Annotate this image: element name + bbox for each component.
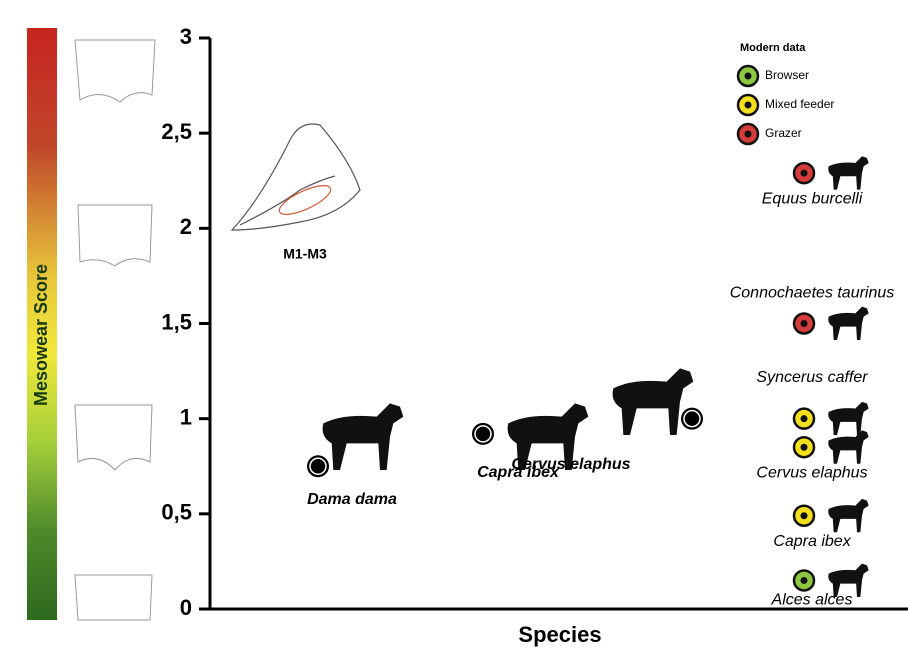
y-tick-label: 0,5 — [161, 500, 192, 525]
modern-point-center — [800, 415, 808, 423]
y-tick-label: 2,5 — [161, 119, 192, 144]
legend-marker-center — [744, 72, 752, 80]
y-tick-label: 3 — [180, 24, 192, 49]
legend-label: Browser — [765, 68, 809, 82]
silhouette — [828, 306, 869, 340]
score-bar — [27, 28, 57, 620]
legend-title: Modern data — [740, 42, 806, 54]
annotation: M1-M3 — [283, 246, 327, 262]
species-label: Cervus elaphus — [756, 464, 867, 481]
silhouette — [322, 403, 404, 470]
fossil-point-ring — [683, 409, 701, 428]
fossil-point-ring — [309, 457, 327, 475]
legend-label: Mixed feeder — [765, 97, 834, 111]
silhouette — [828, 498, 869, 533]
y-tick-label: 2 — [180, 214, 192, 239]
skull-sketch — [230, 123, 361, 231]
silhouette — [828, 156, 869, 190]
species-label: Dama dama — [307, 491, 397, 508]
y-tick-label: 0 — [180, 595, 192, 620]
modern-point-center — [800, 320, 808, 327]
legend-marker-center — [744, 130, 752, 138]
silhouette — [828, 430, 869, 464]
modern-point-center — [800, 443, 808, 451]
modern-point-center — [800, 576, 808, 584]
y-tick-label: 1 — [180, 404, 192, 429]
species-label: Cervus elaphus — [511, 456, 630, 473]
silhouette — [828, 401, 869, 436]
x-axis-label: Species — [518, 622, 601, 647]
y-axis-label: Mesowear Score — [31, 264, 51, 406]
modern-point-center — [800, 512, 808, 520]
legend-label: Grazer — [765, 126, 802, 140]
legend-marker-center — [744, 101, 752, 109]
fossil-point-ring — [474, 425, 492, 443]
species-label: Syncerus caffer — [756, 369, 868, 386]
y-tick-label: 1,5 — [161, 309, 192, 334]
modern-point-center — [800, 169, 808, 177]
silhouette — [612, 368, 694, 435]
species-label: Connochaetes taurinus — [730, 285, 895, 302]
species-label: Capra ibex — [477, 464, 560, 481]
tooth-sketches — [74, 39, 156, 621]
species-label: Alces alces — [771, 592, 853, 609]
species-label: Equus burcelli — [762, 190, 863, 207]
species-label: Capra ibex — [773, 533, 851, 550]
